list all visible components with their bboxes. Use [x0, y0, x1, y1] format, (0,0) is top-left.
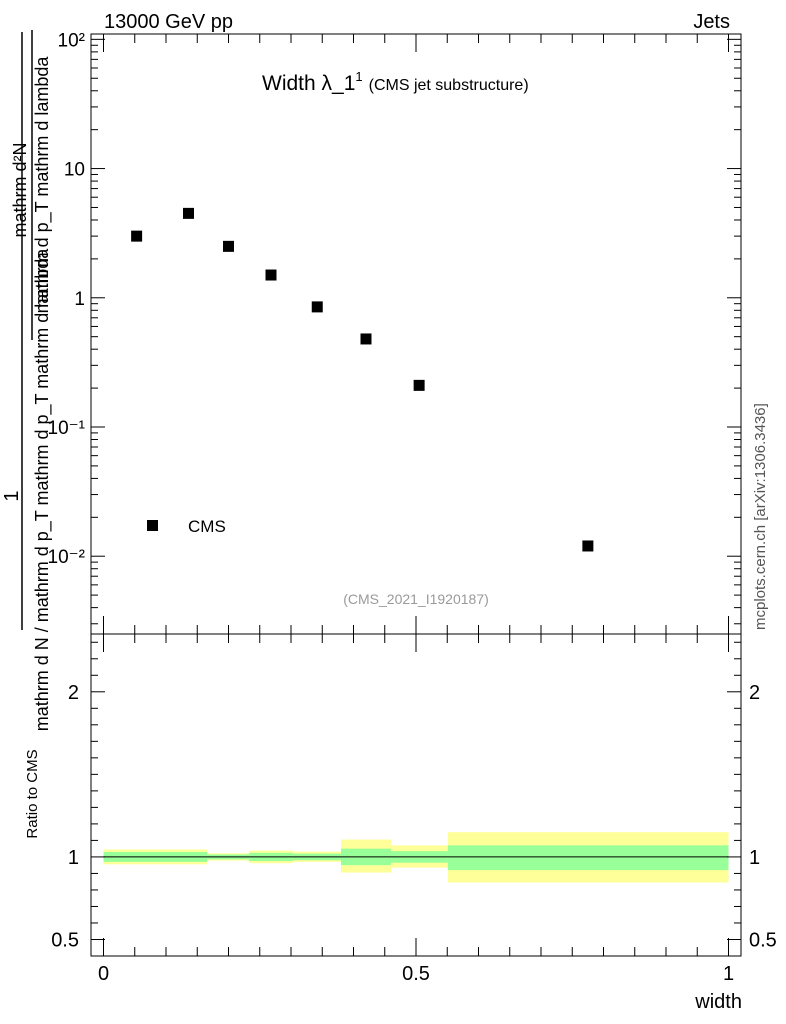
y-tick-label: 10⁻² [48, 547, 86, 568]
side-label: mcplots.cern.ch [arXiv:1306.3436] [752, 403, 769, 630]
data-point [265, 269, 277, 281]
x-axis-label: width [694, 991, 742, 1013]
ratio-y-tick-labels: 0.5 0.5 1 1 2 2 [51, 682, 777, 952]
main-axis-ticks [91, 34, 741, 634]
inner-band [447, 845, 729, 871]
chart-title: Width λ_11 (CMS jet substructure) [262, 69, 529, 95]
data-point [413, 379, 425, 391]
y-tick-label: 10⁻¹ [48, 418, 86, 439]
x-tick-label: 1 [723, 963, 734, 985]
watermark: (CMS_2021_I1920187) [343, 591, 489, 607]
header-right: Jets [693, 11, 730, 33]
main-ylabel: 1 mathrm d²N mathrm d p_T mathrm d lambd… [1, 30, 53, 731]
legend-marker-cms [147, 520, 158, 531]
x-tick-label: 0.5 [402, 963, 430, 985]
ratio-plot-frame [90, 633, 742, 957]
main-plot-frame [90, 33, 742, 635]
x-tick-labels: 0 0.5 1 [98, 963, 734, 985]
ylabel-one: 1 [1, 490, 23, 501]
data-point [223, 240, 234, 252]
cms-data-points [131, 207, 594, 552]
y-tick-label: 1 [74, 289, 85, 310]
ratio-y-tick-label-right: 1 [749, 847, 760, 869]
data-point [360, 333, 372, 345]
header-left: 13000 GeV pp [104, 11, 233, 33]
data-point [183, 207, 194, 219]
data-point [131, 230, 143, 242]
chart-title-main: Width λ_1 [262, 72, 355, 95]
ratio-y-tick-label-left: 1 [68, 847, 79, 869]
data-point [582, 540, 594, 552]
legend: CMS [147, 517, 226, 536]
legend-label-cms: CMS [188, 517, 226, 536]
ratio-y-tick-label-right: 2 [749, 682, 760, 704]
ylabel-numerator: mathrm d²N [10, 142, 30, 237]
ylabel-denominator-top: mathrm d p_T mathrm d lambda [32, 56, 53, 314]
x-tick-label: 0 [98, 963, 109, 985]
ylabel-denominator: mathrm d N / mathrm d p_T mathrm d p_T m… [32, 248, 53, 731]
chart-title-sup: 1 [355, 69, 362, 84]
y-tick-label: 10² [58, 30, 85, 51]
ratio-y-tick-label-left: 0.5 [51, 929, 79, 951]
chart-subtitle: (CMS jet substructure) [369, 77, 529, 94]
data-point [311, 301, 323, 313]
y-tick-label: 10 [64, 160, 85, 181]
ratio-y-tick-label-right: 0.5 [749, 929, 777, 951]
ratio-y-tick-label-left: 2 [68, 682, 79, 704]
main-y-tick-labels: 10⁻² 10⁻¹ 1 10 10² [48, 30, 86, 568]
ratio-axis-ticks [91, 634, 741, 956]
ratio-ylabel: Ratio to CMS [24, 749, 41, 838]
